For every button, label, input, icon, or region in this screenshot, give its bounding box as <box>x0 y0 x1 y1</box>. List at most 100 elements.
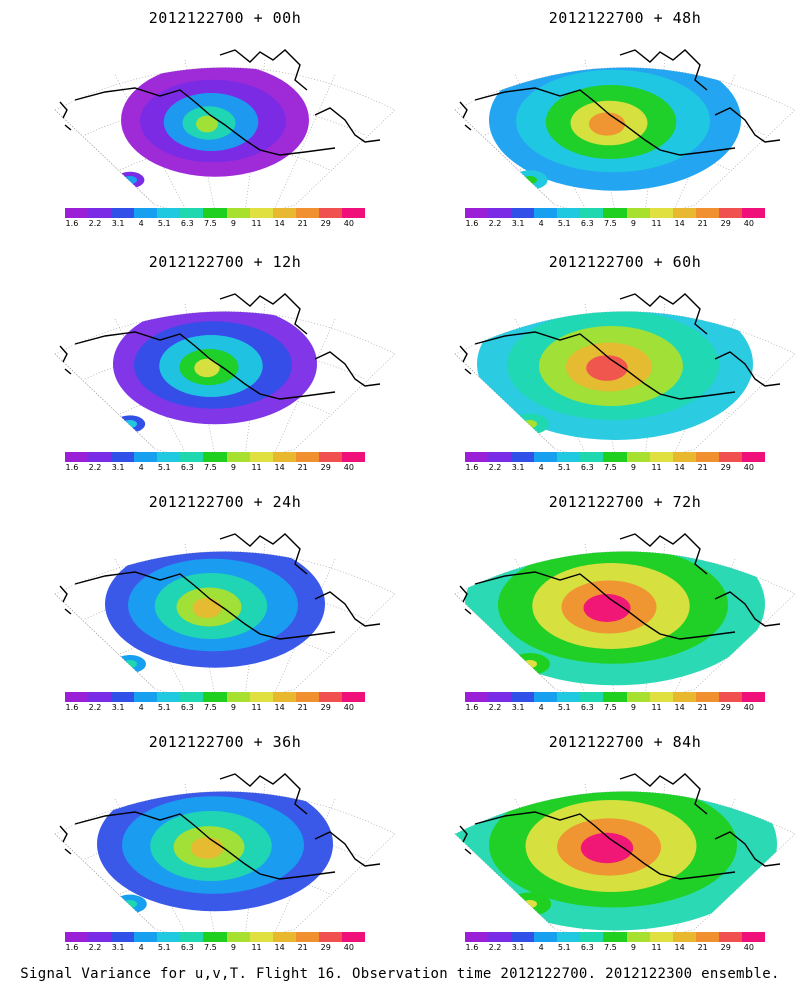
colorbar-tick-label: 21 <box>297 463 308 472</box>
colorbar-tick-label: 14 <box>274 219 285 228</box>
variance-contour <box>583 594 631 622</box>
colorbar-segment <box>111 208 135 218</box>
colorbar-segment <box>580 208 604 218</box>
colorbar-segment <box>580 452 604 462</box>
colorbar-segment <box>488 208 512 218</box>
map-panel: 2012122700 + 00h 1.6 2.2 3.1 4 5.1 6.3 7.5 9 11 14… <box>45 8 405 253</box>
colorbar-segment <box>249 208 273 218</box>
colorbar-segment <box>649 692 673 702</box>
variance-map <box>54 773 396 934</box>
colorbar-tick-label: 6.3 <box>180 943 194 952</box>
colorbar-tick-label: 6.3 <box>580 463 594 472</box>
colorbar-segment <box>134 452 158 462</box>
colorbar-ticks: 1.6 2.2 3.1 4 5.1 6.3 7.5 9 11 14 21 29 40 <box>465 219 765 229</box>
colorbar-tick-label: 21 <box>697 943 708 952</box>
colorbar-segment <box>318 452 342 462</box>
colorbar-tick-label: 21 <box>297 703 308 712</box>
colorbar-tick-label: 7.5 <box>604 943 617 952</box>
colorbar-segment <box>226 452 250 462</box>
colorbar-tick-label: 4 <box>538 219 544 228</box>
colorbar-tick-label: 1.6 <box>65 943 79 952</box>
map-panel: 2012122700 + 24h 1.6 2.2 3.1 4 5.1 6.3 7.5 9 11 14… <box>45 492 405 737</box>
colorbar-segment <box>534 208 558 218</box>
colorbar-tick-label: 9 <box>230 463 236 472</box>
coastline <box>59 773 381 880</box>
variance-field <box>465 551 765 686</box>
colorbar-segment <box>557 932 581 942</box>
coastline <box>459 773 781 880</box>
colorbar <box>465 452 766 462</box>
colorbar-tick-label: 1.6 <box>65 463 79 472</box>
colorbar-tick-label: 9 <box>630 703 636 712</box>
colorbar-ticks: 1.6 2.2 3.1 4 5.1 6.3 7.5 9 11 14 21 29 40 <box>465 943 765 953</box>
colorbar-segment <box>465 452 489 462</box>
colorbar-tick-label: 1.6 <box>465 943 479 952</box>
colorbar-segment <box>741 692 766 702</box>
colorbar-segment <box>157 208 181 218</box>
colorbar <box>465 692 766 702</box>
colorbar-tick-label: 1.6 <box>65 703 79 712</box>
colorbar-segment <box>226 932 250 942</box>
variance-map <box>54 49 396 210</box>
colorbar-tick-label: 6.3 <box>180 219 194 228</box>
colorbar-segment <box>649 932 673 942</box>
colorbar-tick-label: 21 <box>697 219 708 228</box>
colorbar-tick-label: 40 <box>343 463 354 472</box>
panel-title: 2012122700 + 36h <box>148 733 302 751</box>
colorbar-segment <box>226 208 250 218</box>
colorbar-segment <box>318 692 342 702</box>
colorbar-segment <box>672 692 696 702</box>
colorbar-tick-label: 11 <box>651 703 662 712</box>
colorbar-tick-label: 11 <box>251 219 262 228</box>
colorbar <box>65 932 366 942</box>
colorbar-tick-label: 14 <box>674 703 685 712</box>
colorbar-segment <box>580 692 604 702</box>
colorbar-tick-label: 7.5 <box>604 703 617 712</box>
colorbar-tick-label: 5.1 <box>557 943 571 952</box>
colorbar-segment <box>488 452 512 462</box>
colorbar-ticks: 1.6 2.2 3.1 4 5.1 6.3 7.5 9 11 14 21 29 40 <box>65 943 365 953</box>
colorbar-segment <box>65 208 89 218</box>
panel-title: 2012122700 + 00h <box>148 9 302 27</box>
colorbar-segment <box>341 932 366 942</box>
colorbar-tick-label: 9 <box>630 943 636 952</box>
colorbar-segment <box>672 932 696 942</box>
variance-map <box>54 293 396 454</box>
colorbar-tick-label: 9 <box>230 943 236 952</box>
colorbar-tick-label: 4 <box>538 703 544 712</box>
colorbar-tick-label: 4 <box>138 463 144 472</box>
colorbar-tick-label: 21 <box>297 219 308 228</box>
colorbar <box>465 208 766 218</box>
variance-contour <box>523 900 537 908</box>
colorbar-segment <box>111 932 135 942</box>
colorbar-segment <box>488 692 512 702</box>
colorbar-tick-label: 40 <box>343 943 354 952</box>
colorbar-tick-label: 40 <box>343 219 354 228</box>
variance-contour <box>194 358 220 378</box>
colorbar-segment <box>157 452 181 462</box>
colorbar-segment <box>157 932 181 942</box>
colorbar-tick-label: 9 <box>630 463 636 472</box>
colorbar-tick-label: 3.1 <box>111 463 125 472</box>
panel-title: 2012122700 + 24h <box>148 493 302 511</box>
variance-contour <box>196 115 218 133</box>
colorbar-segment <box>249 692 273 702</box>
coastline <box>59 533 381 640</box>
colorbar-tick-label: 29 <box>720 943 731 952</box>
colorbar-segment <box>465 692 489 702</box>
colorbar-segment <box>534 692 558 702</box>
colorbar-segment <box>180 932 204 942</box>
colorbar-tick-label: 3.1 <box>511 943 525 952</box>
map-panel: 2012122700 + 60h 1.6 2.2 3.1 4 5.1 6.3 7.5 9 11 14… <box>445 252 800 497</box>
map-panel: 2012122700 + 84h 1.6 2.2 3.1 4 5.1 6.3 7.5 9 11 14… <box>445 732 800 977</box>
colorbar-segment <box>134 692 158 702</box>
colorbar-tick-label: 2.2 <box>488 943 502 952</box>
variance-contour <box>586 355 628 381</box>
colorbar-tick-label: 3.1 <box>111 219 125 228</box>
panel-title: 2012122700 + 72h <box>548 493 702 511</box>
variance-contour <box>588 112 626 136</box>
colorbar-segment <box>465 932 489 942</box>
colorbar-tick-label: 3.1 <box>111 943 125 952</box>
colorbar-segment <box>88 692 112 702</box>
colorbar-tick-label: 21 <box>697 703 708 712</box>
